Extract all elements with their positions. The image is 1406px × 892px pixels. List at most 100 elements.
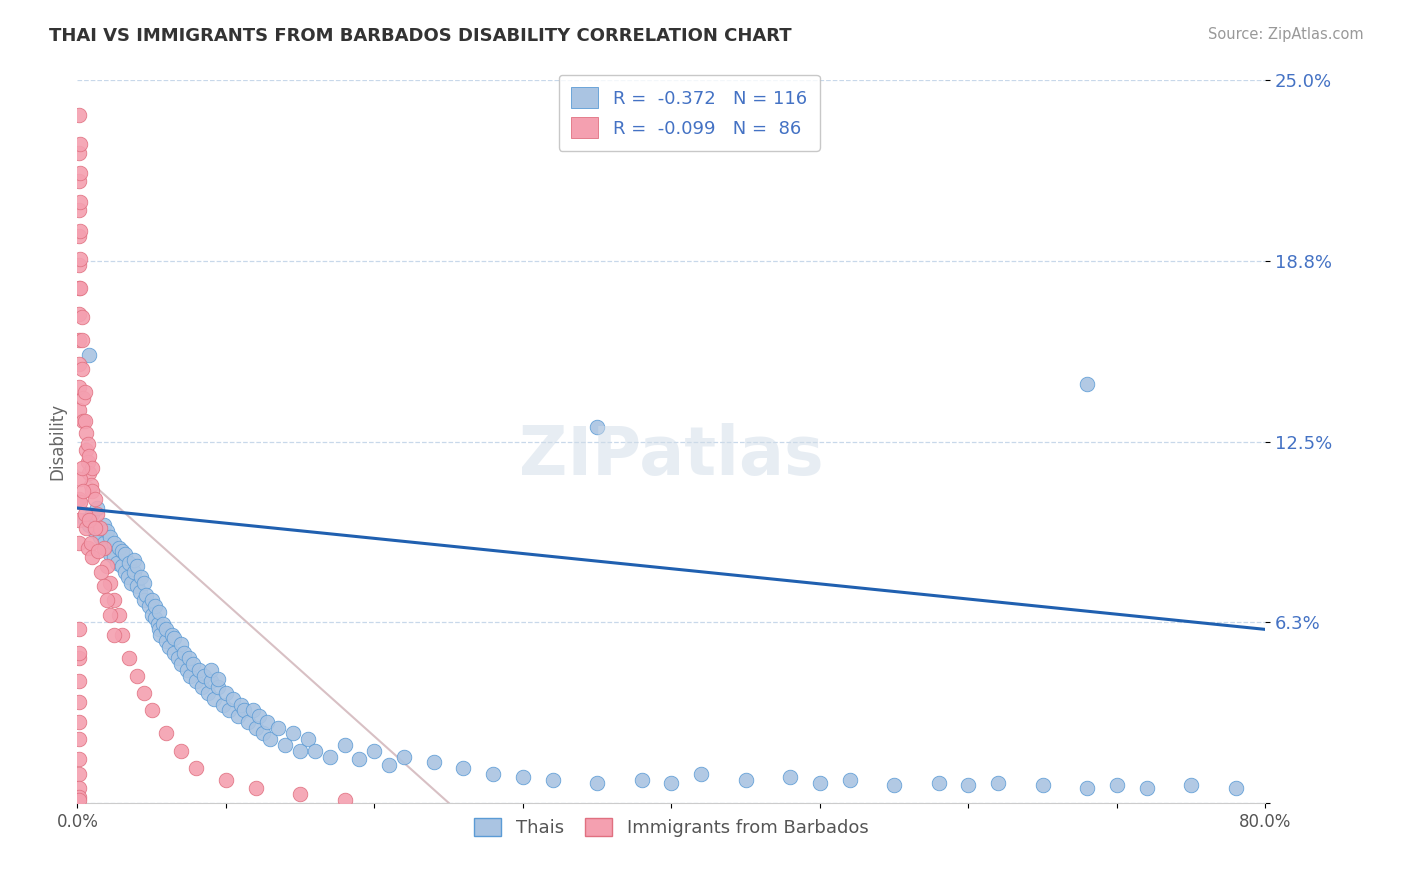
Point bbox=[200, 674, 222, 689]
Point bbox=[67, 357, 90, 371]
Point bbox=[67, 767, 90, 781]
Point bbox=[188, 663, 211, 677]
Point bbox=[69, 136, 91, 151]
Point bbox=[163, 631, 186, 645]
Point bbox=[103, 535, 125, 549]
Point bbox=[76, 541, 98, 556]
Point bbox=[89, 530, 111, 544]
Point bbox=[181, 657, 204, 671]
Point bbox=[392, 749, 415, 764]
Point bbox=[155, 634, 177, 648]
Point bbox=[77, 348, 100, 362]
Point bbox=[69, 223, 91, 237]
Point bbox=[304, 744, 326, 758]
Point bbox=[186, 674, 208, 689]
Point bbox=[152, 616, 174, 631]
Point bbox=[125, 579, 148, 593]
Point bbox=[157, 640, 180, 654]
Point bbox=[170, 657, 193, 671]
Point bbox=[82, 483, 104, 498]
Point bbox=[222, 691, 245, 706]
Point bbox=[122, 565, 145, 579]
Point bbox=[72, 391, 94, 405]
Point bbox=[200, 663, 222, 677]
Point bbox=[67, 307, 90, 321]
Point bbox=[103, 550, 125, 565]
Point bbox=[155, 623, 177, 637]
Point bbox=[202, 691, 225, 706]
Point bbox=[163, 646, 186, 660]
Point bbox=[838, 772, 860, 787]
Point bbox=[242, 703, 264, 717]
Point bbox=[108, 607, 131, 622]
Point bbox=[84, 492, 107, 507]
Point bbox=[134, 686, 156, 700]
Point bbox=[67, 492, 90, 507]
Point bbox=[77, 449, 100, 463]
Y-axis label: Disability: Disability bbox=[48, 403, 66, 480]
Point bbox=[67, 623, 90, 637]
Point bbox=[333, 738, 356, 752]
Point bbox=[259, 732, 281, 747]
Point bbox=[67, 229, 90, 244]
Point bbox=[141, 703, 163, 717]
Point bbox=[67, 281, 90, 295]
Point bbox=[98, 530, 121, 544]
Point bbox=[125, 558, 148, 573]
Point bbox=[122, 553, 145, 567]
Point bbox=[67, 651, 90, 665]
Point bbox=[349, 752, 371, 766]
Point bbox=[1076, 781, 1098, 796]
Point bbox=[1032, 779, 1054, 793]
Point bbox=[512, 770, 534, 784]
Point bbox=[215, 686, 238, 700]
Point bbox=[67, 334, 90, 348]
Point bbox=[1135, 781, 1157, 796]
Point bbox=[333, 793, 356, 807]
Point bbox=[76, 455, 98, 469]
Point bbox=[117, 570, 139, 584]
Point bbox=[73, 512, 96, 526]
Point bbox=[987, 775, 1010, 789]
Point bbox=[162, 628, 184, 642]
Point bbox=[378, 758, 401, 772]
Point bbox=[76, 437, 98, 451]
Point bbox=[125, 668, 148, 682]
Point bbox=[167, 651, 190, 665]
Point bbox=[1076, 376, 1098, 391]
Point bbox=[70, 310, 93, 325]
Point bbox=[179, 668, 201, 682]
Point bbox=[70, 362, 93, 376]
Point bbox=[67, 674, 90, 689]
Point bbox=[75, 443, 97, 458]
Point bbox=[129, 570, 152, 584]
Point bbox=[236, 714, 259, 729]
Point bbox=[75, 521, 97, 535]
Point bbox=[957, 779, 980, 793]
Point bbox=[256, 714, 278, 729]
Point bbox=[170, 637, 193, 651]
Point bbox=[245, 781, 267, 796]
Point bbox=[86, 501, 108, 516]
Point bbox=[883, 779, 905, 793]
Point bbox=[274, 738, 297, 752]
Point bbox=[111, 544, 134, 558]
Point bbox=[67, 793, 90, 807]
Point bbox=[108, 541, 131, 556]
Point bbox=[111, 558, 134, 573]
Point bbox=[928, 775, 950, 789]
Point bbox=[69, 166, 91, 180]
Point bbox=[67, 535, 90, 549]
Point bbox=[89, 521, 111, 535]
Point bbox=[177, 651, 200, 665]
Point bbox=[363, 744, 385, 758]
Point bbox=[779, 770, 801, 784]
Point bbox=[138, 599, 160, 614]
Point bbox=[73, 507, 96, 521]
Point bbox=[288, 787, 311, 801]
Point bbox=[98, 607, 121, 622]
Point bbox=[422, 756, 444, 770]
Point bbox=[245, 721, 267, 735]
Point bbox=[482, 767, 505, 781]
Point bbox=[87, 544, 110, 558]
